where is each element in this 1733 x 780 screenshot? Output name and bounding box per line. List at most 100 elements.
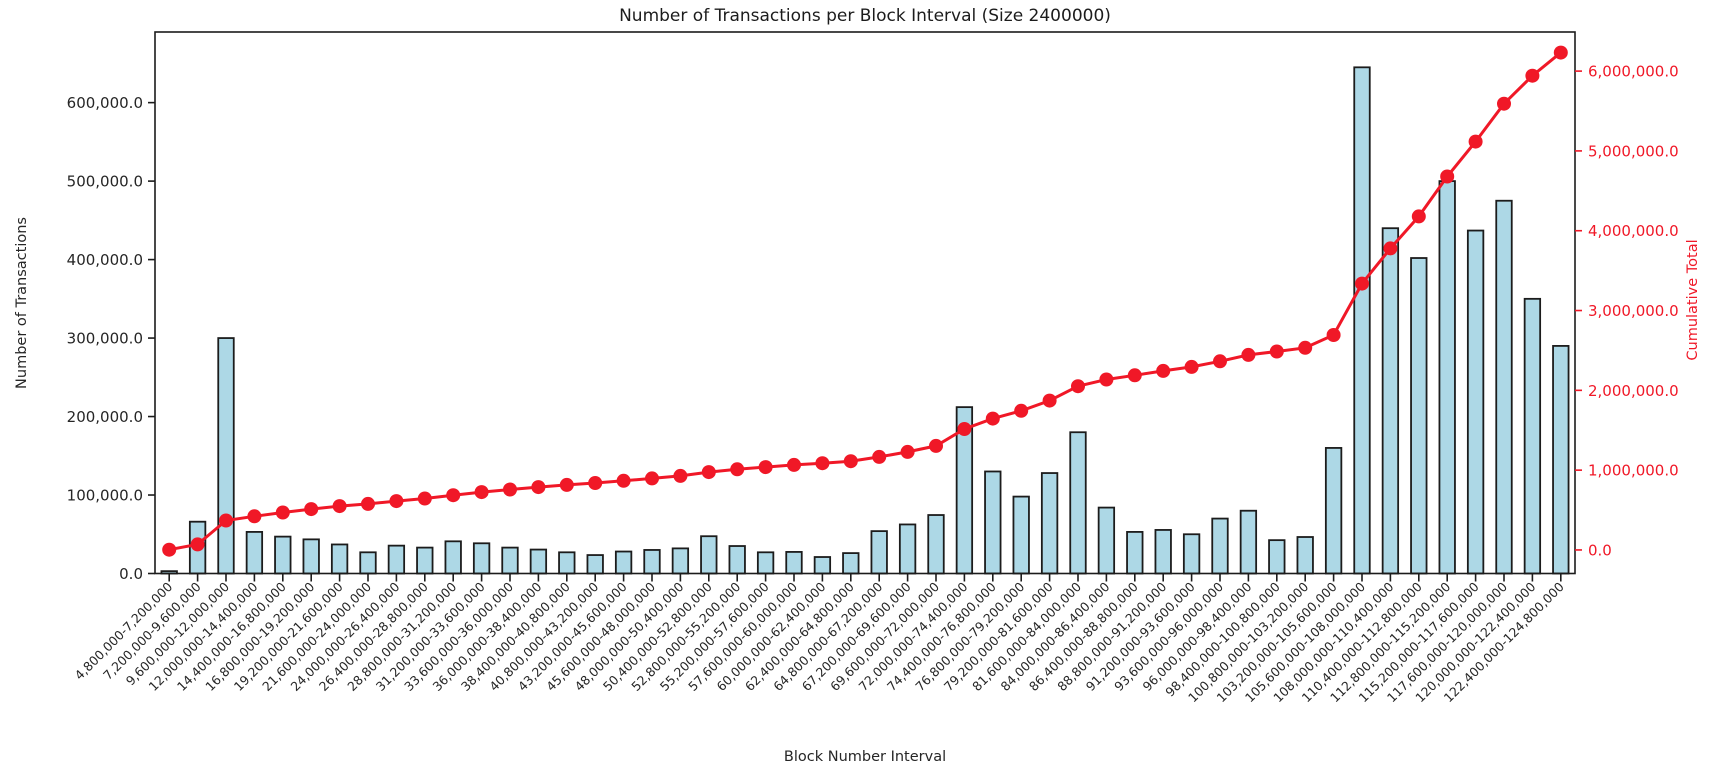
transactions-bar xyxy=(813,556,832,575)
cumulative-point xyxy=(872,449,887,464)
cumulative-point xyxy=(673,468,688,483)
transactions-bar xyxy=(1523,297,1542,575)
cumulative-point xyxy=(1298,340,1313,355)
plot-frame xyxy=(154,31,1576,575)
right-tick-label: 5,000,000.0 xyxy=(1588,142,1679,160)
transactions-bar xyxy=(756,551,775,575)
transactions-bar xyxy=(984,470,1002,575)
cumulative-point xyxy=(616,473,631,488)
cumulative-point xyxy=(559,477,574,492)
transactions-bar xyxy=(728,545,746,575)
cumulative-point xyxy=(1241,347,1256,362)
cumulative-point xyxy=(503,482,517,497)
transactions-bar xyxy=(1211,517,1229,575)
left-tick-label: 600,000.0 xyxy=(67,94,143,112)
transactions-bar xyxy=(472,542,491,575)
cumulative-point xyxy=(417,491,432,506)
transactions-bar xyxy=(1154,529,1172,575)
cumulative-point xyxy=(446,488,461,503)
cumulative-point xyxy=(1213,354,1227,369)
transactions-bar xyxy=(1410,257,1428,575)
transactions-bar xyxy=(898,523,917,575)
transactions-bar xyxy=(387,544,406,575)
right-tick-label: 1,000,000.0 xyxy=(1588,462,1679,480)
cumulative-point xyxy=(1071,379,1085,394)
cumulative-point xyxy=(985,411,1000,426)
transactions-bar xyxy=(700,535,718,575)
transactions-bar xyxy=(274,535,292,575)
cumulative-point xyxy=(1326,328,1341,342)
right-tick-label: 6,000,000.0 xyxy=(1588,63,1679,81)
transactions-bar xyxy=(1353,66,1371,575)
cumulative-point xyxy=(1411,209,1426,224)
transactions-bar xyxy=(1126,531,1144,575)
left-tick-label: 500,000.0 xyxy=(67,173,143,191)
x-axis-title: Block Number Interval xyxy=(784,749,946,765)
cumulative-point xyxy=(1099,372,1114,387)
cumulative-point xyxy=(730,462,745,477)
transactions-bar xyxy=(1268,539,1286,575)
cumulative-point xyxy=(275,505,290,520)
transactions-bar xyxy=(671,547,690,575)
left-tick-label: 0.0 xyxy=(119,565,143,583)
transactions-bar xyxy=(1552,345,1570,575)
left-tick-label: 400,000.0 xyxy=(67,251,143,269)
right-tick-label: 0.0 xyxy=(1588,541,1612,559)
cumulative-point xyxy=(787,457,801,472)
transactions-bar xyxy=(870,530,888,575)
cumulative-line xyxy=(168,51,1562,552)
right-tick-label: 2,000,000.0 xyxy=(1588,382,1679,400)
cumulative-point xyxy=(701,465,716,480)
cumulative-point xyxy=(1525,68,1540,83)
transactions-bar xyxy=(444,540,462,575)
cumulative-point xyxy=(815,456,830,471)
axes-layer: 0.0 100,000.0 200,000.0 300,000.0 400,000.0 5… xyxy=(67,31,1679,705)
transactions-bar xyxy=(1097,506,1116,575)
cumulative-point xyxy=(957,422,972,436)
transactions-bar xyxy=(1040,472,1059,575)
transactions-bar xyxy=(416,546,434,575)
left-y-axis-title: Number of Transactions xyxy=(14,217,30,389)
transactions-bar xyxy=(586,554,604,575)
cumulative-point xyxy=(1014,403,1029,418)
cumulative-point xyxy=(531,480,546,495)
cumulative-point xyxy=(1127,368,1142,383)
left-tick-label: 200,000.0 xyxy=(67,408,143,426)
transactions-bar xyxy=(927,514,945,575)
transactions-bar xyxy=(1324,447,1343,575)
transactions-bar xyxy=(330,543,349,575)
right-y-axis-title: Cumulative Total xyxy=(1685,239,1701,360)
cumulative-point xyxy=(219,513,233,528)
transactions-bar xyxy=(1438,180,1456,575)
transactions-bar xyxy=(1296,536,1314,575)
cumulative-point xyxy=(1440,169,1455,184)
cumulative-point xyxy=(247,509,262,524)
left-tick-label: 100,000.0 xyxy=(67,487,143,505)
cumulative-point xyxy=(304,502,319,517)
cumulative-point xyxy=(1468,134,1483,149)
transactions-bar xyxy=(1466,229,1485,575)
cumulative-point xyxy=(843,454,858,469)
cumulative-point xyxy=(1355,276,1369,291)
transactions-bar xyxy=(614,550,633,575)
cumulative-point xyxy=(1497,96,1511,111)
transactions-bar xyxy=(1495,199,1513,575)
cumulative-point xyxy=(588,476,603,490)
transactions-bar xyxy=(643,549,661,575)
transactions-bar xyxy=(1182,533,1201,575)
cumulative-point xyxy=(929,438,943,453)
transactions-bar xyxy=(1069,431,1087,575)
transactions-bar xyxy=(558,551,576,575)
transactions-bar xyxy=(501,546,519,575)
cumulative-point xyxy=(361,496,375,511)
cumulative-point xyxy=(474,485,489,500)
transactions-bar xyxy=(842,552,860,575)
transactions-bar xyxy=(1381,227,1400,575)
transactions-bar xyxy=(302,538,320,575)
cumulative-point xyxy=(1383,241,1398,256)
cumulative-line-layer xyxy=(162,45,1568,557)
transactions-bar xyxy=(1012,495,1030,575)
cumulative-point xyxy=(332,499,347,514)
